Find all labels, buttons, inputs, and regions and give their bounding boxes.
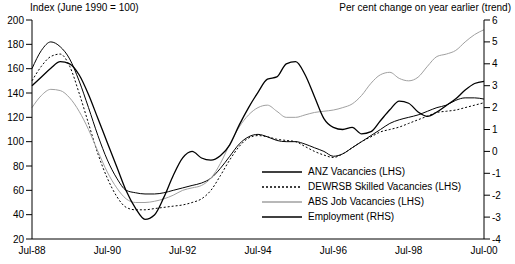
svg-text:180: 180 bbox=[7, 39, 24, 50]
svg-text:-4: -4 bbox=[492, 234, 501, 245]
svg-text:Jul-96: Jul-96 bbox=[320, 245, 348, 256]
svg-text:2: 2 bbox=[492, 102, 498, 113]
html-text:DEWRSB Skilled Vacancies (LHS): DEWRSB Skilled Vacancies (LHS) bbox=[308, 181, 462, 192]
svg-text:140: 140 bbox=[7, 88, 24, 99]
svg-text:160: 160 bbox=[7, 63, 24, 74]
svg-text:60: 60 bbox=[13, 185, 25, 196]
svg-text:120: 120 bbox=[7, 112, 24, 123]
svg-text:3: 3 bbox=[492, 80, 498, 91]
svg-text:20: 20 bbox=[13, 234, 25, 245]
svg-text:Jul-94: Jul-94 bbox=[244, 245, 272, 256]
svg-text:Jul-90: Jul-90 bbox=[94, 245, 122, 256]
html-text:Per cent change on year earlie: Per cent change on year earlier (trend) bbox=[339, 2, 511, 13]
svg-text:-1: -1 bbox=[492, 168, 501, 179]
html-text:Employment (RHS): Employment (RHS) bbox=[308, 211, 395, 222]
svg-text:5: 5 bbox=[492, 36, 498, 47]
svg-text:6: 6 bbox=[492, 15, 498, 26]
svg-text:40: 40 bbox=[13, 209, 25, 220]
svg-text:-2: -2 bbox=[492, 190, 501, 201]
svg-text:0: 0 bbox=[492, 146, 498, 157]
svg-text:Jul-00: Jul-00 bbox=[470, 245, 498, 256]
svg-text:-3: -3 bbox=[492, 212, 501, 223]
html-text:ABS Job Vacancies (LHS): ABS Job Vacancies (LHS) bbox=[308, 196, 424, 207]
svg-text:4: 4 bbox=[492, 58, 498, 69]
svg-text:200: 200 bbox=[7, 15, 24, 26]
svg-text:Jul-92: Jul-92 bbox=[169, 245, 197, 256]
svg-text:80: 80 bbox=[13, 161, 25, 172]
svg-text:Jul-98: Jul-98 bbox=[395, 245, 423, 256]
html-text:ANZ Vacancies (LHS): ANZ Vacancies (LHS) bbox=[308, 166, 406, 177]
html-text:Index (June 1990 = 100): Index (June 1990 = 100) bbox=[30, 2, 139, 13]
svg-text:1: 1 bbox=[492, 124, 498, 135]
svg-text:100: 100 bbox=[7, 136, 24, 147]
svg-text:Jul-88: Jul-88 bbox=[18, 245, 46, 256]
